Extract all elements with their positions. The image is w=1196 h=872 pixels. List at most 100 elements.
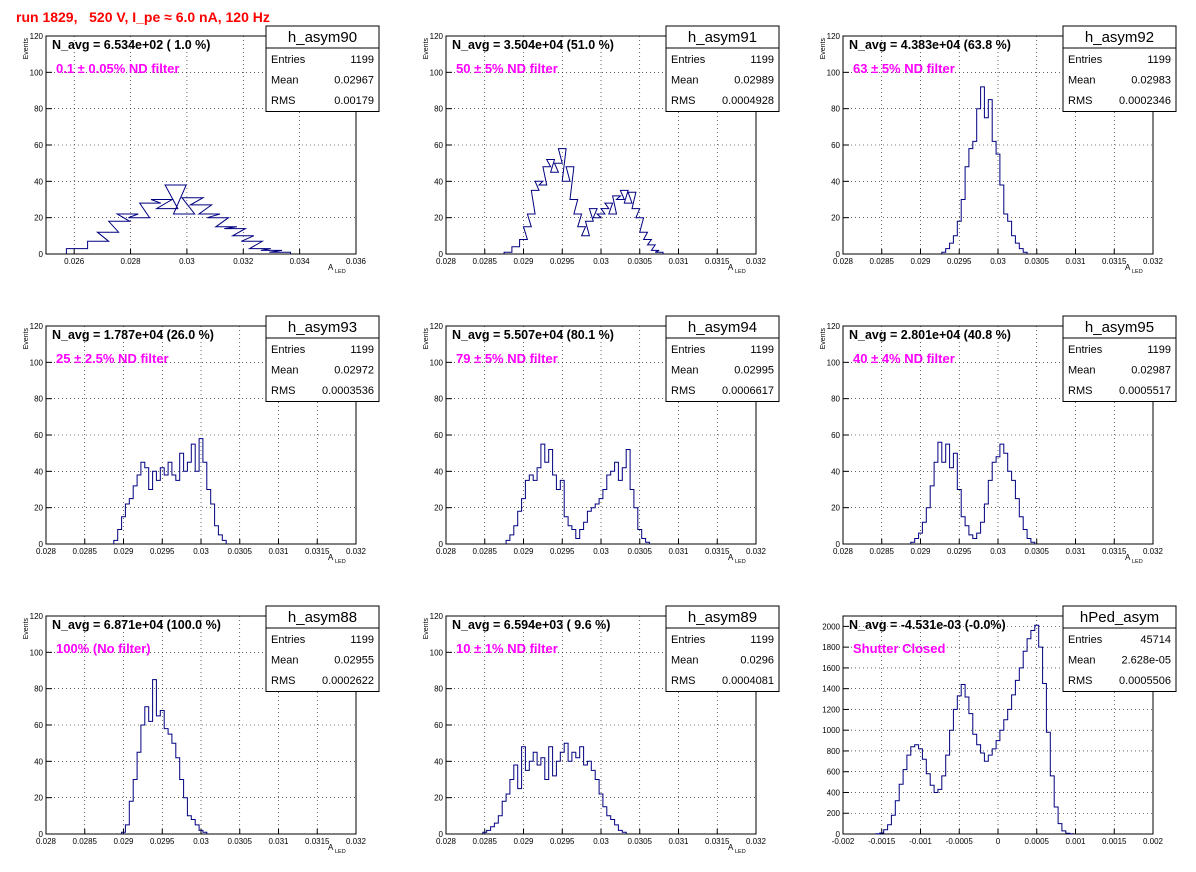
x-tick-label: 0.029 xyxy=(513,257,534,266)
x-tick-label: 0.031 xyxy=(1065,257,1086,266)
x-axis-label: A xyxy=(728,553,734,562)
stats-title: h_asym94 xyxy=(688,319,757,336)
x-tick-label: 0.0285 xyxy=(73,837,98,846)
x-tick-label: 0.032 xyxy=(346,547,367,556)
y-tick-label: 120 xyxy=(430,32,444,41)
x-axis-label-subscript: LED xyxy=(1132,269,1143,275)
x-tick-label: 0.03 xyxy=(593,837,609,846)
x-tick-label: 0.0285 xyxy=(870,547,895,556)
panel-h_asym88: 0.028 0.0285 0.029 0.0295 0.03 0.0305 0.031 0.0… xyxy=(23,605,380,855)
y-tick-label: 60 xyxy=(34,721,43,730)
x-tick-label: 0.002 xyxy=(1143,837,1164,846)
stats-title: h_asym90 xyxy=(288,29,357,46)
stats-title: h_asym95 xyxy=(1085,319,1154,336)
x-tick-label: -0.001 xyxy=(909,837,932,846)
y-tick-label: 80 xyxy=(831,395,840,404)
panel-h_asym94: 0.028 0.0285 0.029 0.0295 0.03 0.0305 0.031 0.0… xyxy=(423,315,780,565)
x-tick-label: 0.0315 xyxy=(705,547,730,556)
stats-value: 0.02972 xyxy=(334,365,374,377)
x-tick-label: 0.029 xyxy=(910,547,931,556)
x-tick-label: 0.029 xyxy=(113,837,134,846)
panel-h_asym93: 0.028 0.0285 0.029 0.0295 0.03 0.0305 0.031 0.0… xyxy=(23,315,380,565)
x-tick-label: 0.03 xyxy=(193,547,209,556)
stats-title: h_asym89 xyxy=(688,609,757,626)
y-tick-label: 60 xyxy=(434,141,443,150)
stats-key: RMS xyxy=(671,385,695,397)
stats-box xyxy=(265,47,380,112)
x-tick-label: 0.028 xyxy=(833,257,854,266)
stats-value: 0.0004081 xyxy=(722,675,774,687)
stats-title: h_asym91 xyxy=(688,29,757,46)
x-tick-label: 0.028 xyxy=(436,837,457,846)
x-tick-label: 0.028 xyxy=(36,837,57,846)
stats-value: 0.0006617 xyxy=(722,385,774,397)
stats-value: 0.02983 xyxy=(1131,75,1171,87)
x-tick-label: 0.0315 xyxy=(705,257,730,266)
stats-key: RMS xyxy=(1068,95,1092,107)
stats-key: Entries xyxy=(1068,634,1103,646)
stats-box xyxy=(265,627,380,692)
y-tick-label: 100 xyxy=(827,68,841,77)
x-tick-label: 0.0285 xyxy=(870,257,895,266)
y-tick-label: 20 xyxy=(434,214,443,223)
y-tick-label: 80 xyxy=(34,685,43,694)
stats-key: RMS xyxy=(271,385,295,397)
x-tick-label: 0.028 xyxy=(833,547,854,556)
x-tick-label: 0.0285 xyxy=(73,547,98,556)
x-tick-label: 0.03 xyxy=(193,837,209,846)
y-tick-label: 800 xyxy=(827,747,841,756)
y-tick-label: 20 xyxy=(434,794,443,803)
x-tick-label: 0.0305 xyxy=(228,837,253,846)
stats-box xyxy=(665,337,780,402)
y-tick-label: 60 xyxy=(831,141,840,150)
x-tick-label: 0.03 xyxy=(990,257,1006,266)
panel-h_asym95: 0.028 0.0285 0.029 0.0295 0.03 0.0305 0.031 0.0… xyxy=(820,315,1177,565)
y-tick-label: 40 xyxy=(434,467,443,476)
navg-text: N_avg = 4.383e+04 (63.8 %) xyxy=(849,38,1011,52)
stats-key: RMS xyxy=(671,95,695,107)
x-tick-label: 0.0315 xyxy=(1102,257,1127,266)
histogram-series xyxy=(941,86,1028,254)
x-tick-label: 0.0315 xyxy=(305,837,330,846)
stats-value: 0.0002622 xyxy=(322,675,374,687)
x-tick-label: 0.031 xyxy=(668,257,689,266)
stats-value: 2.628e-05 xyxy=(1121,655,1171,667)
y-tick-label: 0 xyxy=(39,540,44,549)
y-tick-label: 40 xyxy=(34,467,43,476)
x-axis-label-subscript: LED xyxy=(735,849,746,855)
histogram-series xyxy=(65,184,291,254)
navg-text: N_avg = 6.871e+04 (100.0 %) xyxy=(52,618,221,632)
y-tick-label: 120 xyxy=(827,322,841,331)
x-tick-label: 0.029 xyxy=(910,257,931,266)
y-axis-label: Events xyxy=(423,618,430,640)
histogram-series xyxy=(113,438,227,544)
run-title: run 1829, 520 V, I_pe ≈ 6.0 nA, 120 Hz xyxy=(16,9,270,25)
y-tick-label: 0 xyxy=(439,540,444,549)
x-tick-label: 0.0305 xyxy=(628,257,653,266)
stats-box xyxy=(265,337,380,402)
y-tick-label: 60 xyxy=(34,141,43,150)
x-tick-label: 0.0305 xyxy=(628,547,653,556)
y-tick-label: 1200 xyxy=(822,705,840,714)
x-tick-label: 0.0305 xyxy=(628,837,653,846)
x-tick-label: 0.031 xyxy=(668,837,689,846)
stats-key: RMS xyxy=(1068,385,1092,397)
y-tick-label: 600 xyxy=(827,768,841,777)
panel-h_asym90: 0.026 0.028 0.03 0.032 0.034 0.036 0 20 40 60 80 10… xyxy=(23,25,380,275)
y-tick-label: 0 xyxy=(836,250,841,259)
y-tick-label: 40 xyxy=(831,467,840,476)
y-tick-label: 80 xyxy=(831,105,840,114)
stats-value: 0.0003536 xyxy=(322,385,374,397)
filter-label: 0.1 ± 0.05% ND filter xyxy=(56,61,179,76)
y-tick-label: 100 xyxy=(30,648,44,657)
histogram-series xyxy=(482,742,627,834)
y-tick-label: 100 xyxy=(430,68,444,77)
x-tick-label: 0.032 xyxy=(233,257,254,266)
x-axis-label: A xyxy=(1125,263,1131,272)
x-tick-label: 0.029 xyxy=(513,547,534,556)
stats-value: 1199 xyxy=(1147,344,1171,356)
stats-value: 0.0002346 xyxy=(1119,95,1171,107)
x-axis-label: A xyxy=(1125,553,1131,562)
y-tick-label: 0 xyxy=(39,830,44,839)
stats-key: Mean xyxy=(671,75,699,87)
